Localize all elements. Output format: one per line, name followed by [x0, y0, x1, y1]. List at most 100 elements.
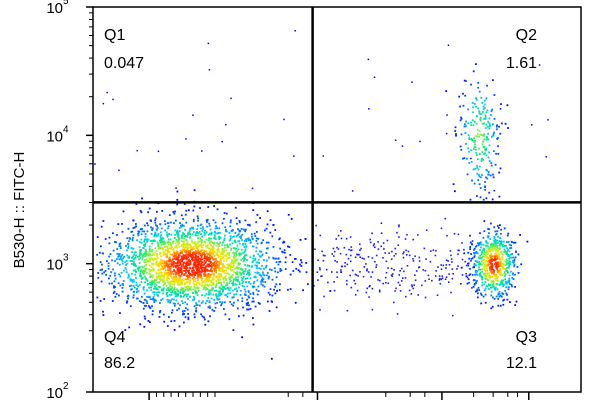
event-dot: [164, 269, 167, 272]
event-dot: [175, 276, 177, 278]
event-dot: [139, 270, 142, 272]
event-dot: [506, 263, 508, 266]
event-dot: [516, 266, 519, 268]
event-dot: [129, 260, 132, 262]
event-dot: [475, 273, 478, 276]
event-dot: [232, 265, 235, 268]
event-dot: [175, 271, 178, 274]
event-dot: [468, 257, 471, 260]
event-dot: [174, 246, 177, 249]
event-dot: [499, 258, 501, 261]
event-dot: [137, 231, 140, 234]
event-dot: [228, 289, 231, 292]
event-dot: [148, 306, 151, 308]
event-dot: [354, 282, 357, 285]
event-dot: [235, 250, 238, 253]
event-dot: [165, 273, 167, 276]
event-dot: [264, 281, 267, 283]
event-dot: [156, 229, 158, 231]
event-dot: [193, 276, 195, 278]
event-dot: [487, 138, 490, 141]
event-dot: [492, 150, 495, 152]
event-dot: [220, 274, 222, 276]
event-dot: [478, 273, 481, 276]
event-dot: [227, 264, 230, 267]
event-dot: [395, 253, 397, 255]
event-dot: [182, 287, 185, 290]
event-dot: [224, 254, 227, 257]
event-dot: [176, 231, 179, 233]
event-dot: [173, 329, 176, 331]
event-dot: [222, 248, 224, 251]
event-dot: [216, 208, 219, 211]
event-dot: [130, 284, 133, 287]
event-dot: [492, 259, 494, 261]
event-dot: [492, 134, 495, 137]
event-dot: [207, 280, 210, 283]
event-dot: [186, 275, 189, 278]
event-dot: [493, 239, 495, 242]
event-dot: [134, 251, 137, 253]
event-dot: [217, 293, 220, 296]
event-dot: [189, 249, 192, 252]
event-dot: [168, 277, 170, 280]
event-dot: [486, 260, 489, 263]
event-dot: [207, 263, 210, 266]
event-dot: [500, 240, 503, 243]
event-dot: [391, 273, 394, 275]
event-dot: [127, 242, 130, 245]
event-dot: [500, 103, 502, 105]
event-dot: [488, 144, 491, 147]
event-dot: [200, 249, 202, 252]
event-dot: [143, 259, 146, 261]
event-dot: [139, 323, 142, 326]
event-dot: [121, 260, 124, 263]
event-dot: [467, 134, 470, 137]
event-dot: [162, 267, 165, 270]
event-dot: [356, 289, 359, 292]
event-dot: [378, 290, 381, 293]
event-dot: [497, 242, 499, 244]
event-dot: [113, 285, 115, 287]
event-dot: [167, 247, 169, 250]
event-dot: [261, 280, 264, 283]
event-dot: [135, 281, 138, 284]
event-dot: [226, 243, 229, 246]
event-dot: [473, 148, 475, 151]
event-dot: [256, 264, 258, 267]
event-dot: [180, 234, 183, 237]
event-dot: [159, 302, 161, 304]
event-dot: [288, 246, 291, 248]
event-dot: [188, 258, 191, 261]
event-dot: [160, 241, 163, 244]
event-dot: [384, 252, 386, 254]
event-dot: [207, 257, 210, 259]
event-dot: [494, 288, 497, 291]
event-dot: [479, 116, 482, 119]
event-dot: [486, 269, 488, 272]
event-dot: [158, 268, 161, 271]
event-dot: [221, 270, 224, 272]
event-dot: [191, 254, 194, 256]
event-dot: [235, 252, 237, 255]
event-dot: [137, 266, 140, 269]
event-dot: [484, 268, 486, 271]
event-dot: [223, 281, 225, 284]
event-dot: [167, 227, 169, 230]
event-dot: [166, 241, 169, 244]
event-dot: [486, 253, 489, 255]
event-dot: [487, 264, 490, 266]
event-dot: [146, 239, 148, 241]
event-dot: [366, 268, 368, 270]
event-dot: [149, 281, 152, 284]
event-dot: [133, 290, 136, 293]
event-dot: [137, 232, 139, 235]
event-dot: [173, 237, 176, 239]
event-dot: [148, 296, 151, 298]
event-dot: [230, 262, 232, 265]
event-dot: [221, 244, 224, 246]
event-dot: [236, 234, 239, 237]
event-dot: [427, 274, 430, 277]
event-dot: [231, 242, 234, 245]
event-dot: [118, 245, 121, 247]
